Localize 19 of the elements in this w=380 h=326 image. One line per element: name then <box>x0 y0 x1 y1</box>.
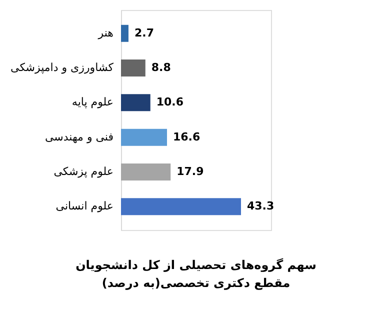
data-label: 17.9 <box>176 164 204 178</box>
data-label: 10.6 <box>156 96 184 109</box>
bar <box>121 94 150 112</box>
bar <box>121 163 171 180</box>
data-label: 43.3 <box>247 200 274 213</box>
bar <box>121 198 241 216</box>
data-label: 16.6 <box>173 130 200 144</box>
data-label: 8.8 <box>151 61 171 74</box>
y-tick-label: علوم پایه <box>72 96 114 109</box>
y-tick-label: فنی و مهندسی <box>45 130 114 144</box>
bar <box>121 24 128 42</box>
y-tick-label: علوم انسانی <box>56 200 114 213</box>
y-tick-label: علوم پزشکی <box>54 164 114 178</box>
bar <box>121 60 146 77</box>
data-label: 2.7 <box>134 26 154 40</box>
text: سهم گروه‌های تحصیلی از کل دانشجویان مقطع دکتری تخصصی(به درصد) <box>76 258 316 290</box>
y-tick-label: هنر <box>97 26 114 40</box>
y-tick-label: کشاورزی و دامپزشکی <box>10 61 114 74</box>
bar <box>121 128 168 146</box>
